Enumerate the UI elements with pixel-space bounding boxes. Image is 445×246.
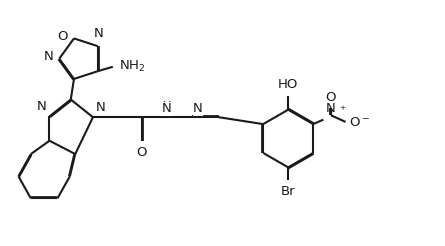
Text: N: N: [193, 102, 203, 115]
Text: $^+$: $^+$: [338, 105, 347, 115]
Text: N: N: [96, 101, 105, 114]
Text: N: N: [162, 102, 171, 115]
Text: O: O: [326, 91, 336, 104]
Text: O: O: [57, 30, 68, 43]
Text: HO: HO: [278, 78, 298, 91]
Text: NH$_2$: NH$_2$: [119, 59, 145, 74]
Text: Br: Br: [281, 185, 295, 198]
Text: N: N: [43, 50, 53, 63]
Text: O$^-$: O$^-$: [348, 116, 370, 129]
Text: N: N: [326, 102, 336, 115]
Text: N: N: [94, 27, 104, 40]
Text: H: H: [162, 101, 171, 111]
Text: O: O: [137, 146, 147, 159]
Text: N: N: [37, 100, 47, 113]
